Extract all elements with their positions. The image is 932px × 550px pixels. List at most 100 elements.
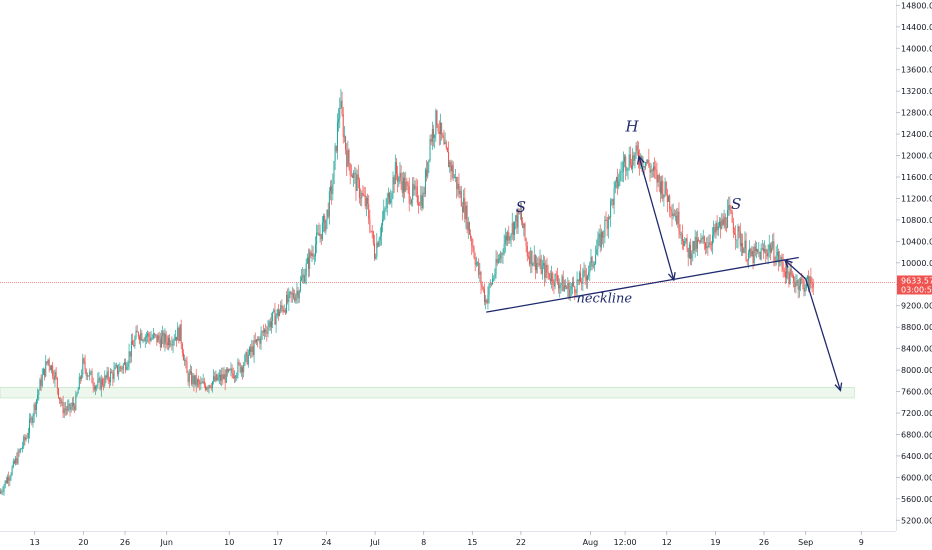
candle [96,384,98,392]
y-axis[interactable]: 5200.00 5600.00 6000.00 6400.00 6800.00 7200.… [896,1,932,525]
candle [481,281,483,291]
candle [202,373,204,384]
candle-body [237,362,239,375]
candle [177,322,179,341]
candle [264,328,266,340]
candle [122,362,124,374]
candle [592,260,594,269]
candle-body [56,377,58,389]
candle-body [435,110,437,135]
candle [489,279,491,288]
candle [335,145,337,154]
x-axis[interactable]: 13 20 26 Jun 10 17 24 Jul 8 15 22 Aug 12:00 12 19 26 Sep… [30,531,864,547]
candle [173,334,175,346]
candle-body [663,194,665,199]
candle-body [46,361,48,364]
candle-body [690,244,692,259]
candle [444,132,446,145]
candle [287,288,289,305]
candle-body [503,244,505,255]
candle-body [575,292,577,294]
candle [581,277,583,291]
x-tick-label: 22 [516,538,526,547]
candle-body [810,276,812,283]
candle [615,176,617,189]
candle [486,298,488,305]
candle [42,367,44,376]
candle-body [760,248,762,260]
candle-body [295,294,297,301]
candle-body [236,374,238,378]
x-tick-label: 12:00 [614,538,637,547]
candle-body [346,149,348,167]
candle [326,209,328,230]
candle-body [481,284,483,288]
candle [191,366,193,387]
plot-area[interactable] [0,0,896,531]
candle [574,285,576,301]
candle-body [791,275,793,276]
candle-body [275,315,277,325]
candle [713,220,715,243]
candle-body [373,243,375,259]
candle-body [630,165,632,169]
candle-body [115,365,117,367]
candle-body [119,366,121,372]
candle [138,334,140,345]
candle [306,253,308,264]
candle-body [637,151,639,161]
candle-body [768,244,770,250]
candle [2,486,4,496]
candle-body [193,375,195,385]
drawings-layer [486,155,843,392]
candle-body [554,273,556,287]
candle [88,375,90,377]
candle [746,258,748,266]
candle-body [231,368,233,374]
candle [480,270,482,295]
candle-body [187,372,189,382]
candle-body [742,243,744,253]
candle [74,403,76,414]
candle-body [533,254,535,264]
candle-body [112,372,114,380]
candle [448,141,450,168]
candle-body [492,278,494,284]
candle-body [380,224,382,236]
candle [737,223,739,249]
candle-body [321,222,323,240]
candle-body [122,364,124,370]
candle [620,161,622,182]
candle-body [452,165,454,178]
candle-body [545,264,547,278]
candle [269,317,271,331]
candle [658,173,660,192]
candle [37,388,39,404]
candle-body [620,171,622,173]
candle-body [417,202,419,205]
candle-body [804,287,806,292]
candle-body [178,327,180,342]
candle [394,154,396,185]
candle [544,256,546,287]
candle [524,222,526,242]
candle [459,186,461,199]
candle-body [301,277,303,281]
candle-body [64,408,66,410]
candle-body [537,263,539,265]
candle-body [426,169,428,177]
candle-body [206,387,208,390]
candle-body [70,406,72,410]
candle [427,161,429,179]
candle [389,191,391,205]
candle-body [416,186,418,203]
candle [409,196,411,205]
candle-body [120,366,122,368]
candle-body [82,358,84,375]
x-tick-label: Jun [159,538,173,547]
candle-body [490,283,492,285]
candle [3,483,5,496]
candle [115,362,117,369]
candle [17,448,19,466]
